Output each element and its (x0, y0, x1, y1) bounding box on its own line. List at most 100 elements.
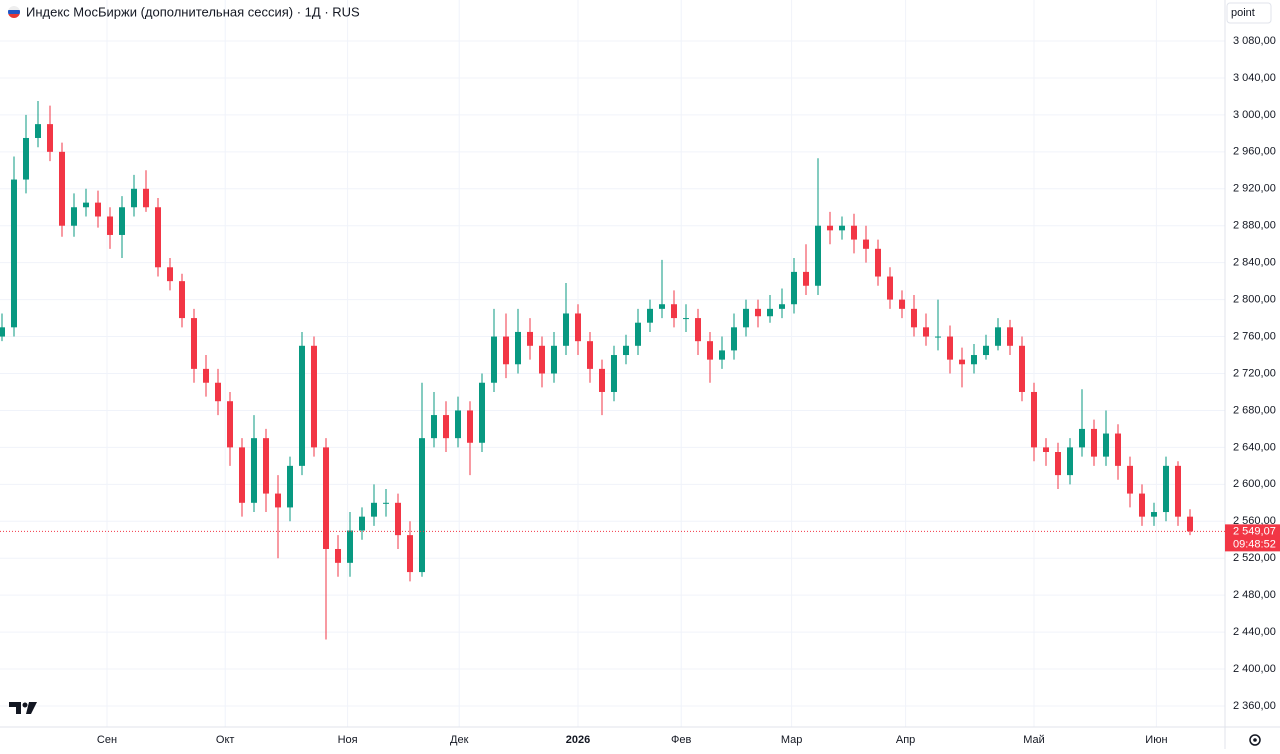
candle-body (1055, 452, 1061, 476)
candle-body (1139, 493, 1145, 517)
unit-button[interactable] (1226, 2, 1272, 24)
candle-body (71, 207, 77, 226)
candle-body (95, 202, 101, 217)
y-tick-label: 2 840,00 (1233, 257, 1276, 269)
candle-body (299, 345, 305, 466)
candle-body (323, 447, 329, 549)
candle-body (83, 202, 89, 208)
y-tick-label: 2 680,00 (1233, 404, 1276, 416)
candle-body (11, 179, 17, 328)
candle-body (335, 548, 341, 563)
candle-body (863, 239, 869, 249)
candle-body (311, 345, 317, 448)
candle-body (1019, 345, 1025, 392)
y-tick-label: 2 800,00 (1233, 294, 1276, 306)
candle-body (443, 415, 449, 439)
x-tick-label: Июн (1145, 734, 1167, 746)
candle-body (1043, 447, 1049, 453)
candle-body (851, 225, 857, 240)
last-price-label: 2 549,07 (1233, 525, 1276, 537)
x-tick-label: Окт (216, 734, 235, 746)
candle-body (491, 336, 497, 383)
candle-body (107, 216, 113, 235)
candle-body (383, 502, 389, 504)
candle-body (1175, 465, 1181, 517)
y-tick-label: 2 880,00 (1233, 220, 1276, 232)
candle-body (455, 410, 461, 439)
candle-body (635, 322, 641, 346)
candle-body (371, 502, 377, 517)
candle-body (263, 438, 269, 494)
y-tick-label: 2 760,00 (1233, 330, 1276, 342)
candle-body (23, 137, 29, 180)
candle-body (659, 304, 665, 309)
candle-body (683, 318, 689, 320)
tv-logo (9, 702, 37, 714)
y-tick-label: 2 640,00 (1233, 441, 1276, 453)
candle-body (671, 304, 677, 319)
candle-body (647, 308, 653, 323)
candle-body (1091, 428, 1097, 457)
candle-body (899, 299, 905, 309)
candle-body (1163, 465, 1169, 513)
candle-body (1067, 447, 1073, 476)
y-tick-label: 2 440,00 (1233, 626, 1276, 638)
y-tick-label: 2 920,00 (1233, 183, 1276, 195)
x-tick-label: 2026 (566, 734, 590, 746)
candle-body (119, 207, 125, 235)
y-tick-label: 2 360,00 (1233, 700, 1276, 712)
candle-body (599, 368, 605, 392)
candle-body (827, 225, 833, 231)
candle-body (935, 336, 941, 338)
candle-body (167, 267, 173, 282)
settings-icon[interactable] (1249, 734, 1261, 746)
x-tick-label: Ноя (338, 734, 358, 746)
y-tick-label: 3 000,00 (1233, 109, 1276, 121)
candle-body (479, 382, 485, 443)
candle-body (539, 345, 545, 374)
candle-body (275, 493, 281, 508)
candle-body (731, 327, 737, 351)
candle-body (947, 336, 953, 360)
candle-body (407, 535, 413, 573)
x-tick-label: Апр (896, 734, 915, 746)
candle-body (995, 327, 1001, 346)
candle-body (155, 207, 161, 268)
last-time-label: 09:48:52 (1233, 538, 1276, 550)
candle-body (143, 188, 149, 208)
candle-body (803, 271, 809, 286)
candle-body (0, 327, 5, 337)
candle-body (767, 308, 773, 317)
candle-body (875, 248, 881, 277)
candle-body (779, 304, 785, 309)
y-tick-label: 2 480,00 (1233, 589, 1276, 601)
y-tick-label: 2 720,00 (1233, 367, 1276, 379)
candle-body (887, 276, 893, 300)
x-tick-label: Сен (97, 734, 117, 746)
candle-body (611, 355, 617, 392)
candle-body (431, 415, 437, 439)
y-tick-label: 2 600,00 (1233, 478, 1276, 490)
candle-body (1151, 512, 1157, 517)
candle-body (59, 151, 65, 226)
candle-body (959, 359, 965, 365)
y-tick-label: 2 960,00 (1233, 146, 1276, 158)
candle-body (131, 188, 137, 208)
y-tick-label: 2 520,00 (1233, 552, 1276, 564)
candle-body (1007, 327, 1013, 346)
candle-body (1031, 391, 1037, 448)
unit-label: point (1231, 7, 1255, 19)
candle-body (395, 502, 401, 536)
candle-body (287, 465, 293, 508)
candle-body (503, 336, 509, 365)
candle-body (359, 516, 365, 531)
candle-body (791, 271, 797, 305)
y-tick-label: 3 040,00 (1233, 72, 1276, 84)
candle-body (215, 382, 221, 402)
candle-body (1115, 433, 1121, 466)
x-tick-label: Мар (781, 734, 803, 746)
candle-body (1079, 428, 1085, 448)
chart-title: Индекс МосБиржи (дополнительная сессия) … (26, 4, 360, 19)
candle-body (347, 530, 353, 563)
